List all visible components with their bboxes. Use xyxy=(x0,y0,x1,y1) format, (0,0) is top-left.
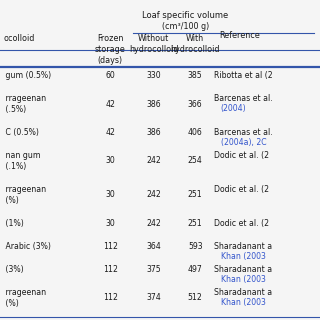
Text: 242: 242 xyxy=(146,190,161,199)
Text: 330: 330 xyxy=(146,71,161,80)
Text: 30: 30 xyxy=(106,190,115,199)
Text: 251: 251 xyxy=(188,190,203,199)
Text: 242: 242 xyxy=(146,219,161,228)
Text: 386: 386 xyxy=(146,128,161,137)
Text: ocolloid: ocolloid xyxy=(3,34,35,43)
Text: 42: 42 xyxy=(106,128,115,137)
Text: 242: 242 xyxy=(146,156,161,165)
Text: 112: 112 xyxy=(103,293,118,302)
Text: Dodic et al. (2: Dodic et al. (2 xyxy=(214,185,269,194)
Text: Sharadanant a: Sharadanant a xyxy=(214,265,273,274)
Text: 406: 406 xyxy=(188,128,203,137)
Text: Frozen
storage
(days): Frozen storage (days) xyxy=(95,34,126,65)
Text: 385: 385 xyxy=(188,71,203,80)
Text: Dodic et al. (2: Dodic et al. (2 xyxy=(214,151,269,160)
Text: Ribotta et al (2: Ribotta et al (2 xyxy=(214,71,273,80)
Text: 512: 512 xyxy=(188,293,203,302)
Text: 366: 366 xyxy=(188,100,203,108)
Text: 593: 593 xyxy=(188,242,203,251)
Text: 30: 30 xyxy=(106,219,115,228)
Text: 112: 112 xyxy=(103,265,118,274)
Text: 251: 251 xyxy=(188,219,203,228)
Text: 42: 42 xyxy=(106,100,115,108)
Text: Khan (2003: Khan (2003 xyxy=(221,275,266,284)
Text: Reference: Reference xyxy=(220,31,260,40)
Text: C (0.5%): C (0.5%) xyxy=(3,128,39,137)
Text: (3%): (3%) xyxy=(3,265,24,274)
Text: rrageenan
 (.5%): rrageenan (.5%) xyxy=(3,94,46,114)
Text: (2004a), 2C: (2004a), 2C xyxy=(221,138,267,147)
Text: Barcenas et al.: Barcenas et al. xyxy=(214,94,273,103)
Text: 112: 112 xyxy=(103,242,118,251)
Text: Without
hydrocolloid: Without hydrocolloid xyxy=(129,34,178,54)
Text: Khan (2003: Khan (2003 xyxy=(221,298,266,307)
Text: 386: 386 xyxy=(146,100,161,108)
Text: (cm³/100 g): (cm³/100 g) xyxy=(162,22,209,31)
Text: gum (0.5%): gum (0.5%) xyxy=(3,71,51,80)
Text: Barcenas et al.: Barcenas et al. xyxy=(214,128,273,137)
Text: 374: 374 xyxy=(146,293,161,302)
Text: 364: 364 xyxy=(146,242,161,251)
Text: Dodic et al. (2: Dodic et al. (2 xyxy=(214,219,269,228)
Text: Sharadanant a: Sharadanant a xyxy=(214,288,273,297)
Text: 60: 60 xyxy=(106,71,115,80)
Text: 497: 497 xyxy=(188,265,203,274)
Text: Sharadanant a: Sharadanant a xyxy=(214,242,273,251)
Text: Khan (2003: Khan (2003 xyxy=(221,252,266,260)
Text: Loaf specific volume: Loaf specific volume xyxy=(142,11,229,20)
Text: Arabic (3%): Arabic (3%) xyxy=(3,242,51,251)
Text: nan gum
 (.1%): nan gum (.1%) xyxy=(3,151,41,171)
Text: 254: 254 xyxy=(188,156,203,165)
Text: (2004): (2004) xyxy=(221,104,246,113)
Text: rrageenan
 (%): rrageenan (%) xyxy=(3,185,46,205)
Text: (1%): (1%) xyxy=(3,219,24,228)
Text: 30: 30 xyxy=(106,156,115,165)
Text: With
hydrocolloid: With hydrocolloid xyxy=(171,34,220,54)
Text: rrageenan
 (%): rrageenan (%) xyxy=(3,288,46,308)
Text: 375: 375 xyxy=(146,265,161,274)
